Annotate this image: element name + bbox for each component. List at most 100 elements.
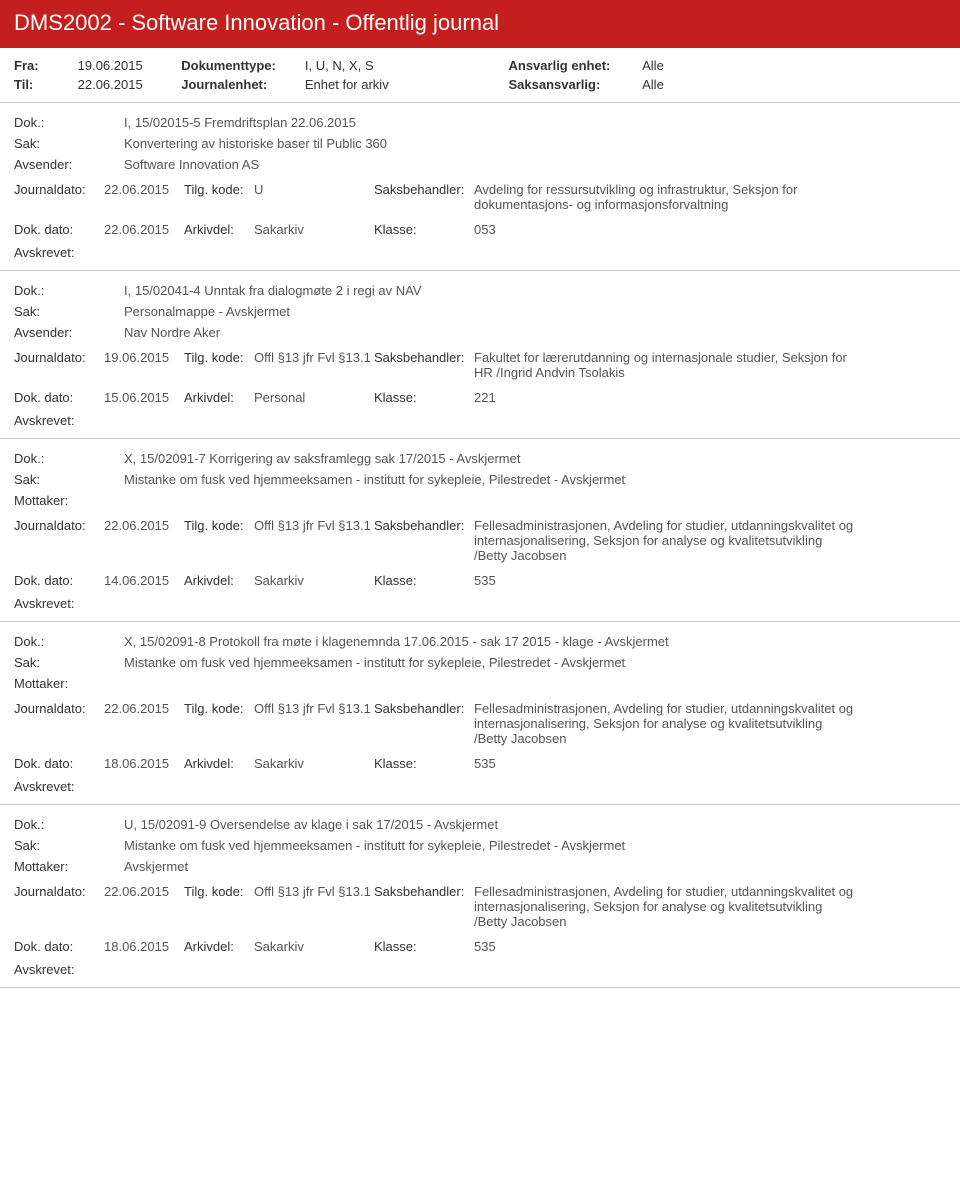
saksbehandler-value: Avdeling for ressursutvikling og infrast… [474,182,854,212]
klasse-value: 053 [474,222,594,237]
saksbehandler-label: Saksbehandler: [374,884,474,899]
sak-label: Sak: [14,136,124,151]
dokdato-value: 18.06.2015 [104,939,184,954]
tilgkode-label: Tilg. kode: [184,518,254,533]
journal-entry: Dok.:X, 15/02091-7 Korrigering av saksfr… [0,438,960,621]
klasse-value: 221 [474,390,594,405]
party-label: Mottaker: [14,493,124,508]
meta-doktype-val: I, U, N, X, S [305,58,505,73]
sak-value: Personalmappe - Avskjermet [124,304,884,319]
klasse-value: 535 [474,756,594,771]
sak-value: Mistanke om fusk ved hjemmeeksamen - ins… [124,472,884,487]
arkivdel-value: Sakarkiv [254,573,374,588]
tilgkode-label: Tilg. kode: [184,884,254,899]
arkivdel-label: Arkivdel: [184,939,254,954]
arkivdel-label: Arkivdel: [184,222,254,237]
journal-entry: Dok.:I, 15/02015-5 Fremdriftsplan 22.06.… [0,102,960,270]
meta-til-val: 22.06.2015 [78,77,178,92]
tilgkode-label: Tilg. kode: [184,182,254,197]
klasse-label: Klasse: [374,573,474,588]
dokdato-label: Dok. dato: [14,573,104,588]
avskrevet-label: Avskrevet: [14,962,946,977]
meta-til-label: Til: [14,77,74,92]
saksbehandler-value: Fellesadministrasjonen, Avdeling for stu… [474,518,854,563]
party-label: Mottaker: [14,859,124,874]
party-value: Software Innovation AS [124,157,884,172]
meta-fra-label: Fra: [14,58,74,73]
journaldato-value: 19.06.2015 [104,350,184,365]
tilgkode-value: U [254,182,374,197]
dokdato-value: 15.06.2015 [104,390,184,405]
dok-value: X, 15/02091-7 Korrigering av saksframleg… [124,451,884,466]
avskrevet-label: Avskrevet: [14,596,946,611]
meta-saksansvarlig-label: Saksansvarlig: [509,77,639,92]
party-label: Mottaker: [14,676,124,691]
journaldato-label: Journaldato: [14,518,104,533]
tilgkode-label: Tilg. kode: [184,701,254,716]
sak-label: Sak: [14,304,124,319]
dokdato-label: Dok. dato: [14,222,104,237]
page-header: DMS2002 - Software Innovation - Offentli… [0,0,960,48]
dok-label: Dok.: [14,451,124,466]
journaldato-value: 22.06.2015 [104,884,184,899]
journaldato-label: Journaldato: [14,182,104,197]
avskrevet-label: Avskrevet: [14,779,946,794]
dokdato-label: Dok. dato: [14,756,104,771]
arkivdel-value: Personal [254,390,374,405]
journaldato-value: 22.06.2015 [104,518,184,533]
dokdato-value: 22.06.2015 [104,222,184,237]
sak-label: Sak: [14,838,124,853]
saksbehandler-value: Fakultet for lærerutdanning og internasj… [474,350,854,380]
tilgkode-value: Offl §13 jfr Fvl §13.1 [254,518,374,533]
klasse-value: 535 [474,939,594,954]
journaldato-value: 22.06.2015 [104,182,184,197]
saksbehandler-value: Fellesadministrasjonen, Avdeling for stu… [474,884,854,929]
journaldato-label: Journaldato: [14,701,104,716]
avskrevet-label: Avskrevet: [14,413,946,428]
klasse-label: Klasse: [374,390,474,405]
dok-value: X, 15/02091-8 Protokoll fra møte i klage… [124,634,884,649]
sak-value: Konvertering av historiske baser til Pub… [124,136,884,151]
journal-entry: Dok.:I, 15/02041-4 Unntak fra dialogmøte… [0,270,960,438]
dok-value: U, 15/02091-9 Oversendelse av klage i sa… [124,817,884,832]
dok-label: Dok.: [14,817,124,832]
klasse-label: Klasse: [374,939,474,954]
arkivdel-label: Arkivdel: [184,756,254,771]
sak-value: Mistanke om fusk ved hjemmeeksamen - ins… [124,655,884,670]
dokdato-value: 18.06.2015 [104,756,184,771]
saksbehandler-label: Saksbehandler: [374,350,474,365]
tilgkode-value: Offl §13 jfr Fvl §13.1 [254,350,374,365]
party-label: Avsender: [14,157,124,172]
saksbehandler-value: Fellesadministrasjonen, Avdeling for stu… [474,701,854,746]
dokdato-value: 14.06.2015 [104,573,184,588]
arkivdel-label: Arkivdel: [184,390,254,405]
meta-ansvarlig-label: Ansvarlig enhet: [509,58,639,73]
meta-block: Fra: 19.06.2015 Dokumenttype: I, U, N, X… [0,48,960,102]
meta-journalenhet-val: Enhet for arkiv [305,77,505,92]
journal-entry: Dok.:X, 15/02091-8 Protokoll fra møte i … [0,621,960,804]
page-title: DMS2002 - Software Innovation - Offentli… [14,10,499,35]
party-value: Nav Nordre Aker [124,325,884,340]
tilgkode-label: Tilg. kode: [184,350,254,365]
dok-label: Dok.: [14,115,124,130]
saksbehandler-label: Saksbehandler: [374,182,474,197]
journal-entry: Dok.:U, 15/02091-9 Oversendelse av klage… [0,804,960,988]
dok-value: I, 15/02041-4 Unntak fra dialogmøte 2 i … [124,283,884,298]
dokdato-label: Dok. dato: [14,390,104,405]
arkivdel-value: Sakarkiv [254,939,374,954]
sak-label: Sak: [14,472,124,487]
journaldato-label: Journaldato: [14,884,104,899]
journaldato-label: Journaldato: [14,350,104,365]
dok-label: Dok.: [14,283,124,298]
klasse-value: 535 [474,573,594,588]
dok-label: Dok.: [14,634,124,649]
klasse-label: Klasse: [374,756,474,771]
arkivdel-value: Sakarkiv [254,222,374,237]
meta-doktype-label: Dokumenttype: [181,58,301,73]
sak-value: Mistanke om fusk ved hjemmeeksamen - ins… [124,838,884,853]
saksbehandler-label: Saksbehandler: [374,701,474,716]
dok-value: I, 15/02015-5 Fremdriftsplan 22.06.2015 [124,115,884,130]
meta-saksansvarlig-val: Alle [642,77,742,92]
meta-journalenhet-label: Journalenhet: [181,77,301,92]
dokdato-label: Dok. dato: [14,939,104,954]
